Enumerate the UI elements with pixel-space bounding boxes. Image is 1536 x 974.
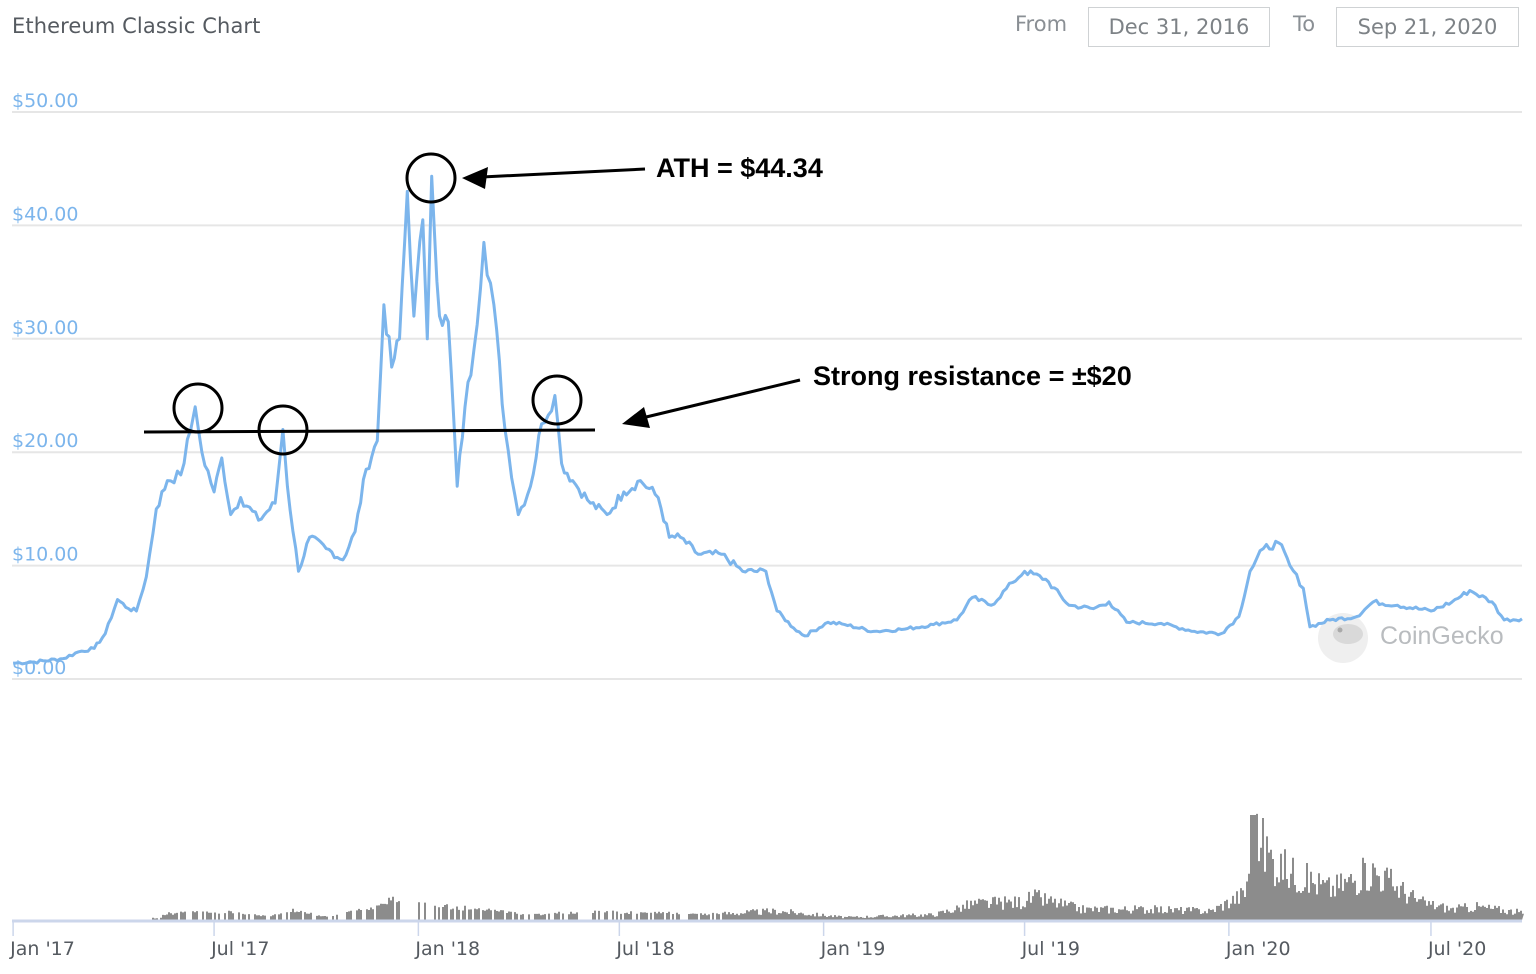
ath-annotation-text: ATH = $44.34 [656, 153, 823, 183]
resistance-line [143, 428, 596, 434]
x-tick-label: Jul '19 [1021, 938, 1080, 960]
x-axis-labels: Jan '17 Jul '17 Jan '18 Jul '18 Jan '19 Jul '… [9, 921, 1486, 960]
resistance-touch-circle-2 [257, 404, 309, 456]
watermark-text: CoinGecko [1380, 622, 1504, 650]
x-tick-label: Jan '19 [820, 938, 886, 960]
x-tick-label: Jul '17 [210, 938, 269, 960]
gecko-head-shape [1333, 624, 1363, 644]
chart-title: Ethereum Classic Chart [12, 14, 261, 38]
coingecko-watermark: CoinGecko [1318, 613, 1504, 663]
price-line[interactable] [13, 174, 1523, 666]
y-tick-label: $40.00 [12, 203, 78, 225]
ath-circle [405, 152, 457, 204]
x-tick-label: Jan '20 [1225, 938, 1291, 960]
grid-lines [12, 111, 1522, 680]
gecko-eye [1337, 627, 1343, 633]
to-label: To [1293, 12, 1316, 36]
y-tick-label: $30.00 [12, 317, 78, 339]
from-label: From [1015, 12, 1068, 36]
resistance-arrow-head-icon [622, 407, 650, 428]
resistance-touch-circle-1 [172, 382, 224, 434]
x-tick-label: Jul '18 [615, 938, 674, 960]
resistance-arrow-shaft [641, 378, 801, 420]
ath-arrow-head-icon [462, 167, 488, 189]
y-tick-label: $10.00 [12, 544, 78, 566]
resistance-annotation-text: Strong resistance = ±$20 [813, 361, 1132, 391]
resistance-touch-circle-3 [531, 374, 583, 426]
volume-bars [12, 813, 1524, 920]
y-axis-labels: $0.00$10.00$20.00$30.00$40.00$50.00 [12, 90, 78, 679]
x-tick-label: Jul '20 [1427, 938, 1486, 960]
y-tick-label: $50.00 [12, 90, 78, 112]
to-date-input[interactable]: Sep 21, 2020 [1336, 7, 1519, 47]
ath-arrow-shaft [481, 167, 646, 179]
x-tick-label: Jan '17 [9, 938, 75, 960]
x-tick-label: Jan '18 [414, 938, 480, 960]
annotation-layer: ATH = $44.34 Strong resistance = ±$20 [143, 152, 1132, 456]
y-tick-label: $20.00 [12, 430, 78, 452]
from-date-input[interactable]: Dec 31, 2016 [1088, 7, 1270, 47]
